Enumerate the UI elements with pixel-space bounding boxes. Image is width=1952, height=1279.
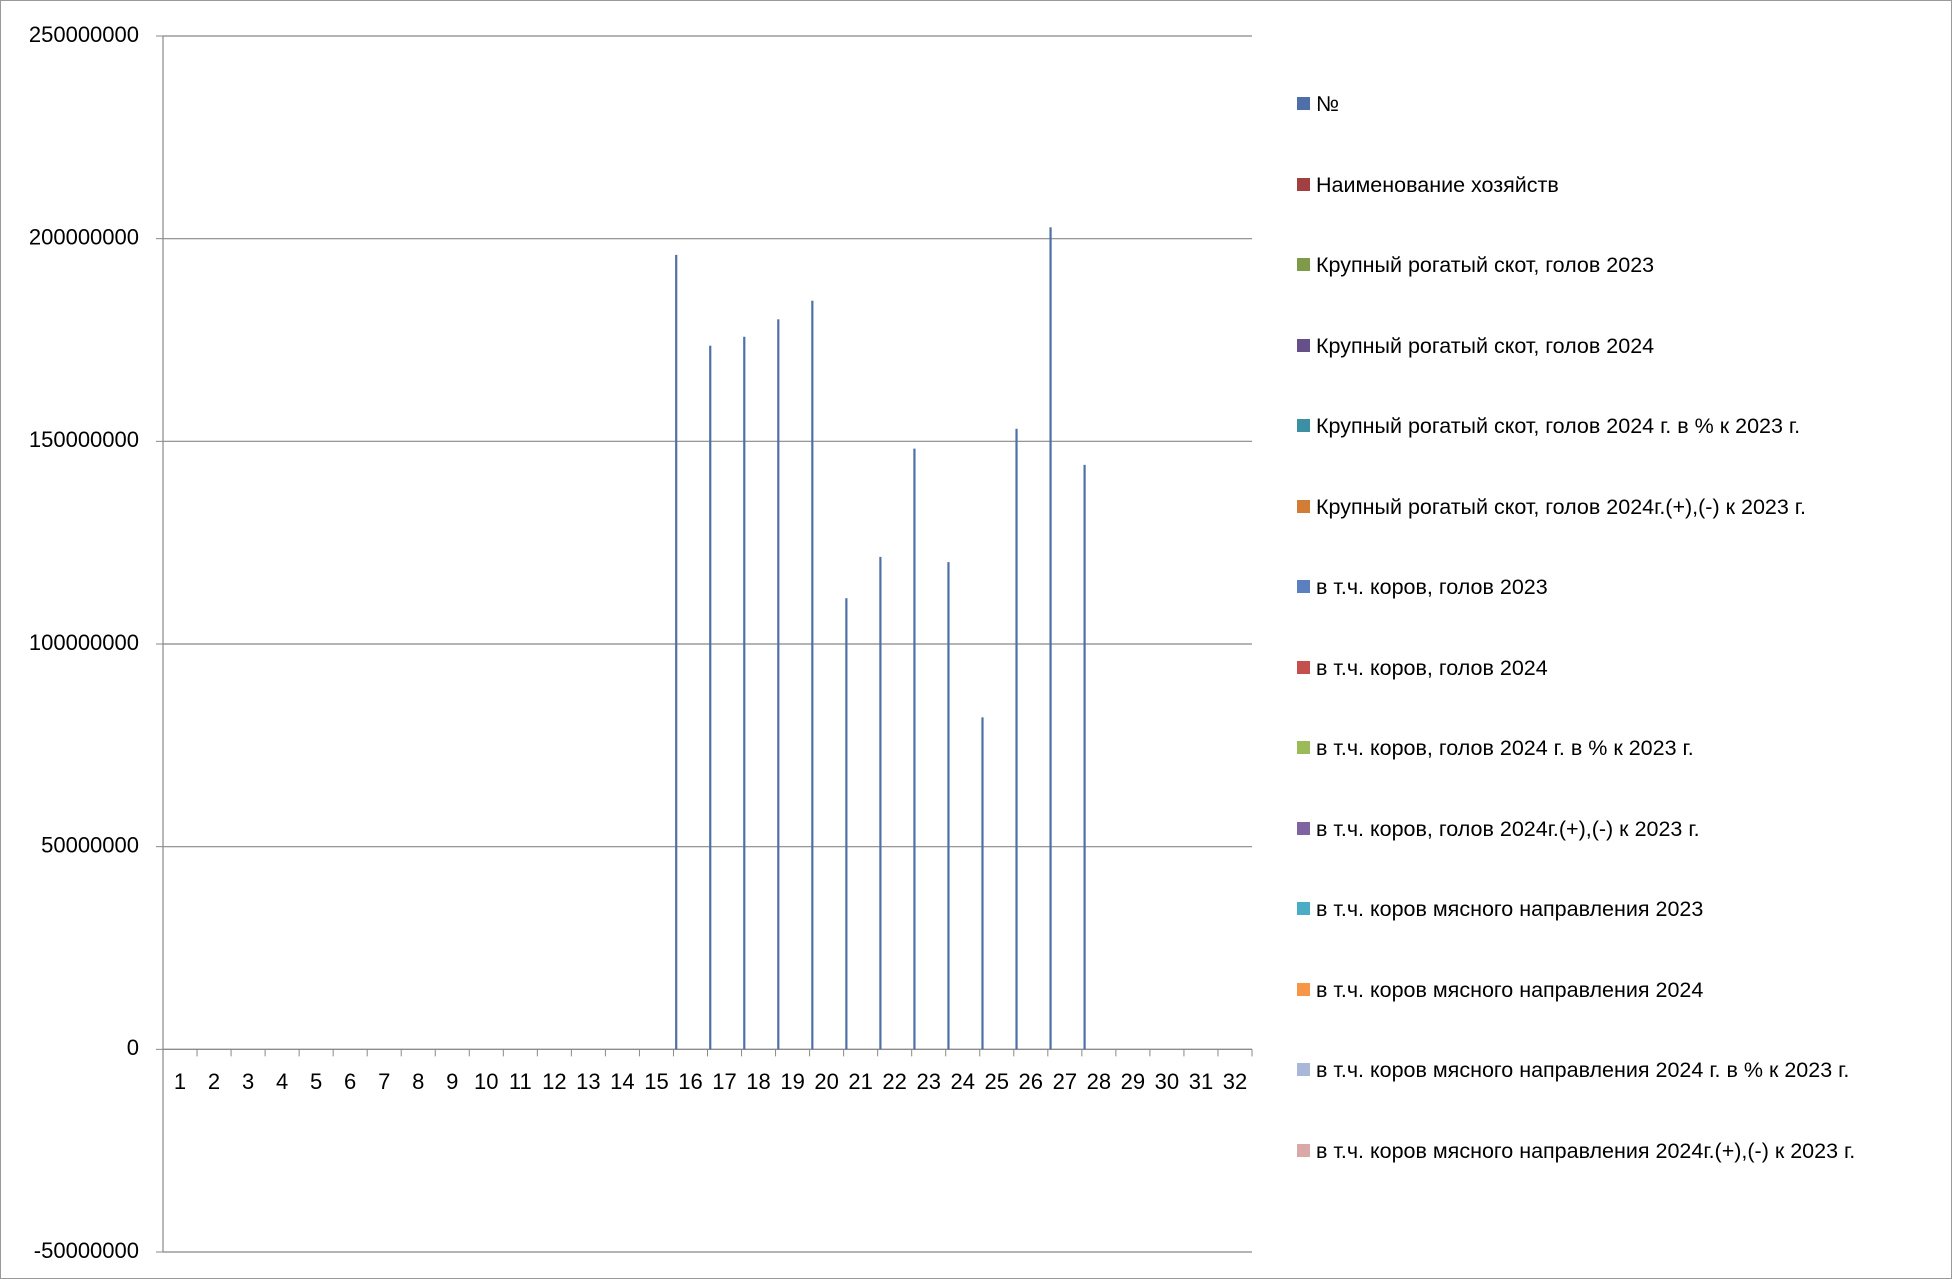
legend-label: в т.ч. коров, голов 2024: [1316, 655, 1548, 680]
bar: [981, 717, 984, 1050]
x-tick-label: 15: [644, 1069, 668, 1094]
x-tick-label: 27: [1053, 1069, 1077, 1094]
x-tick-label: 4: [276, 1069, 288, 1094]
legend-swatch: [1297, 419, 1310, 432]
x-tick-label: 8: [412, 1069, 424, 1094]
legend-entry: в т.ч. коров, голов 2024: [1297, 651, 1937, 685]
x-tick-label: 17: [712, 1069, 736, 1094]
x-tick-label: 3: [242, 1069, 254, 1094]
x-tick-label: 21: [848, 1069, 872, 1094]
bar: [777, 319, 780, 1050]
x-tick-label: 29: [1121, 1069, 1145, 1094]
legend-label: Наименование хозяйств: [1316, 172, 1559, 197]
x-tick-label: 14: [610, 1069, 634, 1094]
bar: [811, 300, 814, 1050]
legend-swatch: [1297, 177, 1310, 191]
legend-swatch: [1297, 660, 1310, 674]
y-tick-label: -50000000: [34, 1238, 139, 1263]
x-tick-label: 28: [1087, 1069, 1111, 1094]
x-tick-label: 32: [1223, 1069, 1247, 1094]
x-tick-label: 23: [916, 1069, 940, 1094]
x-tick-label: 2: [208, 1069, 220, 1094]
legend-swatch: [1297, 741, 1310, 754]
x-tick-label: 9: [446, 1069, 458, 1094]
legend-swatch: [1297, 902, 1310, 915]
y-tick-label: 100000000: [29, 630, 139, 655]
legend-entry: Крупный рогатый скот, голов 2023: [1297, 248, 1937, 282]
legend-entry: Наименование хозяйств: [1297, 168, 1937, 202]
bar: [709, 345, 712, 1050]
x-tick-label: 16: [678, 1069, 702, 1094]
x-tick-label: 13: [576, 1069, 600, 1094]
legend-swatch: [1297, 338, 1310, 352]
legend-entry: в т.ч. коров мясного направления 2024г.(…: [1297, 1134, 1937, 1168]
x-tick-label: 25: [985, 1069, 1009, 1094]
legend-entry: Крупный рогатый скот, голов 2024г.(+),(-…: [1297, 490, 1937, 524]
legend-label: в т.ч. коров, голов 2023: [1316, 575, 1548, 599]
legend-swatch: [1297, 258, 1310, 271]
legend-label: в т.ч. коров мясного направления 2024 г.…: [1316, 1058, 1850, 1082]
chart: -50000000 0 50000000 100000000 150000000 2000…: [29, 22, 1253, 1263]
x-tick-label: 30: [1155, 1069, 1179, 1094]
legend-label: в т.ч. коров, голов 2024г.(+),(-) к 2023…: [1316, 816, 1700, 841]
x-tick-label: 1: [174, 1069, 186, 1094]
bar: [845, 598, 848, 1050]
legend-label: Крупный рогатый скот, голов 2023: [1316, 253, 1655, 277]
x-tick-label: 7: [378, 1069, 390, 1094]
legend-entry: в т.ч. коров мясного направления 2024 г.…: [1297, 1053, 1937, 1087]
y-tick-label: 200000000: [29, 224, 139, 249]
legend-swatch: [1297, 982, 1310, 996]
legend-label: Крупный рогатый скот, голов 2024г.(+),(-…: [1316, 494, 1806, 519]
legend-swatch: [1297, 1143, 1310, 1157]
y-tick-label: 50000000: [41, 832, 139, 857]
legend-label: №: [1316, 92, 1340, 116]
y-tick-label: 0: [127, 1035, 139, 1060]
x-tick-label: 11: [509, 1069, 532, 1094]
legend-swatch: [1297, 580, 1310, 593]
legend-entry: Крупный рогатый скот, голов 2024: [1297, 329, 1937, 363]
legend-label: в т.ч. коров мясного направления 2024г.(…: [1316, 1138, 1856, 1163]
legend-swatch: [1297, 97, 1310, 110]
bar: [743, 336, 746, 1050]
x-tick-label: 22: [882, 1069, 906, 1094]
legend-label: Крупный рогатый скот, голов 2024: [1316, 333, 1655, 358]
legend-swatch: [1297, 821, 1310, 835]
legend-entry: в т.ч. коров мясного направления 2023: [1297, 892, 1937, 926]
legend-entry: в т.ч. коров, голов 2024 г. в % к 2023 г…: [1297, 731, 1937, 765]
legend-swatch: [1297, 1063, 1310, 1076]
legend-entry: в т.ч. коров мясного направления 2024: [1297, 973, 1937, 1007]
bar: [879, 556, 882, 1050]
legend-label: в т.ч. коров мясного направления 2024: [1316, 977, 1704, 1002]
x-tick-label: 12: [542, 1069, 566, 1094]
legend-label: в т.ч. коров мясного направления 2023: [1316, 897, 1704, 921]
y-tick-label: 150000000: [29, 427, 139, 452]
bar: [947, 562, 950, 1050]
x-tick-label: 19: [780, 1069, 804, 1094]
x-tick-label: 26: [1019, 1069, 1043, 1094]
x-tick-label: 5: [310, 1069, 322, 1094]
x-tick-label: 31: [1189, 1069, 1213, 1094]
legend-entry: в т.ч. коров, голов 2023: [1297, 570, 1937, 604]
x-tick-label: 20: [814, 1069, 838, 1094]
legend-label: Крупный рогатый скот, голов 2024 г. в % …: [1316, 414, 1801, 438]
legend-entry: Крупный рогатый скот, голов 2024 г. в % …: [1297, 409, 1937, 443]
x-tick-label: 24: [950, 1069, 974, 1094]
legend-label: в т.ч. коров, голов 2024 г. в % к 2023 г…: [1316, 736, 1694, 760]
bar: [1015, 428, 1018, 1050]
y-tick-label: 250000000: [29, 22, 139, 47]
bar: [675, 254, 678, 1050]
legend-entry: №: [1297, 87, 1937, 121]
x-tick-label: 6: [344, 1069, 356, 1094]
legend-entry: в т.ч. коров, голов 2024г.(+),(-) к 2023…: [1297, 812, 1937, 846]
bar: [1049, 227, 1052, 1050]
bar: [1083, 464, 1086, 1050]
legend-swatch: [1297, 499, 1310, 513]
x-tick-label: 18: [746, 1069, 770, 1094]
x-tick-label: 10: [474, 1069, 498, 1094]
bar: [913, 448, 916, 1050]
